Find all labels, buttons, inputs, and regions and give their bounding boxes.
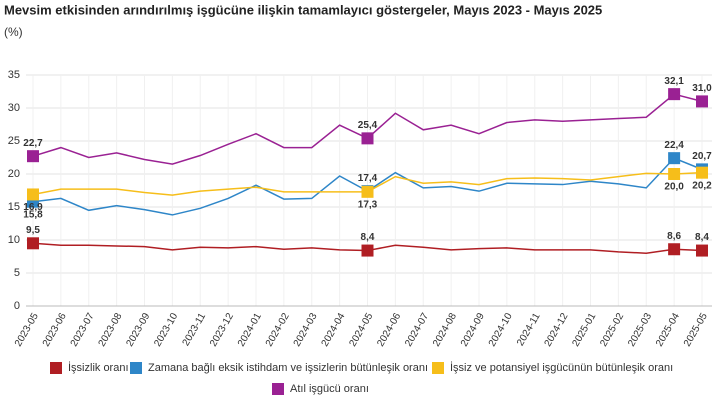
y-tick-label: 25 bbox=[8, 135, 20, 147]
y-tick-label: 5 bbox=[14, 267, 20, 279]
x-tick-label: 2024-09 bbox=[459, 311, 487, 349]
x-tick-label: 2023-08 bbox=[97, 311, 125, 349]
value-label: 20,7 bbox=[692, 151, 712, 162]
x-tick-label: 2024-02 bbox=[264, 311, 292, 349]
point-marker bbox=[668, 152, 681, 165]
legend-swatch bbox=[432, 362, 444, 374]
y-tick-label: 35 bbox=[8, 69, 20, 81]
x-tick-label: 2025-02 bbox=[598, 311, 626, 349]
x-tick-label: 2024-03 bbox=[292, 311, 320, 349]
x-tick-label: 2023-07 bbox=[69, 311, 97, 349]
y-tick-label: 15 bbox=[8, 201, 20, 213]
legend-swatch bbox=[272, 383, 284, 395]
value-label: 8,4 bbox=[361, 232, 375, 243]
x-tick-label: 2023-10 bbox=[152, 311, 180, 349]
value-label: 32,1 bbox=[664, 76, 684, 87]
value-label: 22,4 bbox=[664, 140, 684, 151]
legend-swatch bbox=[50, 362, 62, 374]
value-label: 31,0 bbox=[692, 83, 712, 94]
x-tick-label: 2023-09 bbox=[125, 311, 153, 349]
point-marker bbox=[361, 244, 374, 257]
x-tick-label: 2024-01 bbox=[236, 311, 264, 349]
value-label: 17,3 bbox=[358, 199, 378, 210]
legend-label: Atıl işgücü oranı bbox=[290, 383, 369, 395]
point-marker bbox=[361, 132, 374, 145]
x-tick-label: 2024-12 bbox=[543, 311, 571, 349]
legend-label: Zamana bağlı eksik istihdam ve işsizleri… bbox=[148, 362, 428, 374]
point-marker bbox=[27, 188, 39, 201]
x-tick-label: 2024-10 bbox=[487, 311, 515, 349]
x-tick-label: 2024-06 bbox=[375, 311, 403, 349]
x-tick-label: 2023-06 bbox=[41, 311, 69, 349]
x-tick-label: 2023-12 bbox=[208, 311, 236, 349]
legend-swatch bbox=[130, 362, 142, 374]
x-tick-label: 2025-05 bbox=[682, 311, 710, 349]
value-label: 20,0 bbox=[664, 182, 684, 193]
x-tick-label: 2025-01 bbox=[571, 311, 599, 349]
y-tick-label: 0 bbox=[14, 300, 20, 312]
value-label: 20,2 bbox=[692, 180, 712, 191]
point-marker bbox=[27, 237, 39, 250]
value-label: 8,6 bbox=[667, 231, 681, 242]
value-label: 17,4 bbox=[358, 173, 378, 184]
legend-label: İşsiz ve potansiyel işgücünün bütünleşik… bbox=[450, 361, 673, 374]
legend-label: İşsizlik oranı bbox=[68, 361, 129, 374]
point-marker bbox=[696, 244, 708, 257]
y-tick-label: 10 bbox=[8, 234, 20, 246]
x-tick-label: 2023-05 bbox=[13, 311, 41, 349]
point-marker bbox=[668, 243, 681, 256]
x-tick-label: 2024-05 bbox=[348, 311, 376, 349]
point-marker bbox=[668, 88, 681, 101]
point-marker bbox=[361, 185, 374, 198]
value-label: 8,4 bbox=[695, 232, 709, 243]
x-tick-label: 2024-08 bbox=[431, 311, 459, 349]
point-marker bbox=[696, 95, 708, 108]
x-tick-label: 2024-04 bbox=[320, 311, 348, 349]
point-marker bbox=[668, 168, 681, 180]
x-tick-label: 2024-11 bbox=[515, 311, 543, 348]
y-tick-label: 20 bbox=[8, 168, 20, 180]
value-label: 15,8 bbox=[23, 209, 43, 220]
x-tick-label: 2023-11 bbox=[181, 311, 209, 348]
x-tick-label: 2025-03 bbox=[626, 311, 654, 349]
point-marker bbox=[696, 166, 708, 179]
value-label: 16,9 bbox=[23, 202, 43, 213]
y-tick-label: 30 bbox=[8, 102, 20, 114]
x-tick-label: 2024-07 bbox=[403, 311, 431, 349]
value-label: 25,4 bbox=[358, 120, 378, 131]
x-tick-label: 2025-04 bbox=[654, 311, 682, 349]
value-label: 9,5 bbox=[26, 225, 40, 236]
point-marker bbox=[27, 150, 39, 163]
y-axis-label: (%) bbox=[4, 25, 23, 39]
value-label: 22,7 bbox=[23, 138, 43, 149]
chart-title: Mevsim etkisinden arındırılmış işgücüne … bbox=[4, 2, 602, 17]
